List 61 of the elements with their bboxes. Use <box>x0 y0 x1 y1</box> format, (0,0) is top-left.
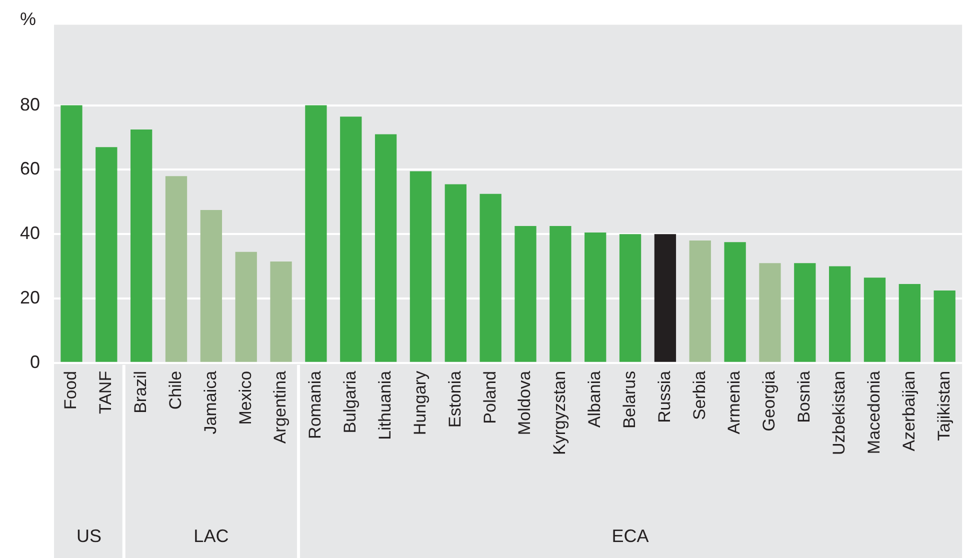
bar <box>130 129 152 362</box>
bar <box>689 240 711 362</box>
x-tick-label: Albania <box>585 370 604 428</box>
y-tick-label: 20 <box>20 287 40 308</box>
x-tick-label: Russia <box>654 370 674 423</box>
bar <box>550 226 572 362</box>
x-tick-label: TANF <box>96 370 116 414</box>
x-tick-label: Jamaica <box>200 370 220 434</box>
bar <box>654 234 676 362</box>
y-tick-label: 80 <box>20 94 40 114</box>
y-tick-label: 40 <box>20 223 40 244</box>
bar <box>514 226 536 362</box>
bar <box>480 194 502 362</box>
x-tick-label: Belarus <box>620 370 639 429</box>
bar <box>444 184 466 362</box>
x-tick-label: Kyrgyzstan <box>550 370 570 455</box>
x-tick-label: Bulgaria <box>340 370 360 434</box>
x-tick-label: Argentina <box>270 370 290 444</box>
bar <box>724 242 746 362</box>
x-tick-label: Serbia <box>690 370 709 420</box>
bar <box>934 290 956 362</box>
x-tick-label: Mexico <box>236 370 255 425</box>
x-tick-label: Georgia <box>760 370 779 432</box>
x-tick-label: Poland <box>480 370 500 424</box>
x-tick-label: Bosnia <box>794 370 814 423</box>
bar <box>410 171 432 362</box>
y-tick-label: 60 <box>20 158 40 179</box>
bar <box>96 147 118 362</box>
text: ECA <box>612 526 649 546</box>
x-tick-label: Food <box>61 370 80 410</box>
bar <box>200 210 222 362</box>
x-tick-label: Lithuania <box>375 370 394 440</box>
bar <box>898 284 920 362</box>
bar <box>60 105 82 362</box>
x-tick-label: Estonia <box>445 370 464 428</box>
bar <box>374 134 397 362</box>
bar <box>165 176 188 362</box>
bar <box>759 263 781 362</box>
x-tick-label: Tajikistan <box>934 370 954 441</box>
bar <box>829 266 851 362</box>
x-tick-label: Hungary <box>410 370 430 436</box>
bar <box>270 261 292 362</box>
bar <box>340 116 362 362</box>
x-tick-label: Romania <box>306 370 325 439</box>
bar <box>235 252 257 362</box>
x-tick-label: Brazil <box>131 370 150 414</box>
bar <box>619 234 642 362</box>
x-tick-label: Azerbaijan <box>899 370 918 452</box>
bar <box>794 263 816 362</box>
text: LAC <box>194 526 229 546</box>
text: US <box>76 526 102 546</box>
x-tick-label: Armenia <box>724 370 744 434</box>
x-tick-label: Chile <box>166 370 185 410</box>
x-tick-label: Macedonia <box>864 370 884 454</box>
bar <box>584 232 606 362</box>
bar <box>864 278 886 362</box>
bar <box>305 105 327 362</box>
x-tick-label: Uzbekistan <box>830 370 849 456</box>
y-tick-label: 0 <box>30 352 40 372</box>
x-tick-label: Moldova <box>515 370 534 436</box>
y-axis-title: % <box>20 8 36 29</box>
